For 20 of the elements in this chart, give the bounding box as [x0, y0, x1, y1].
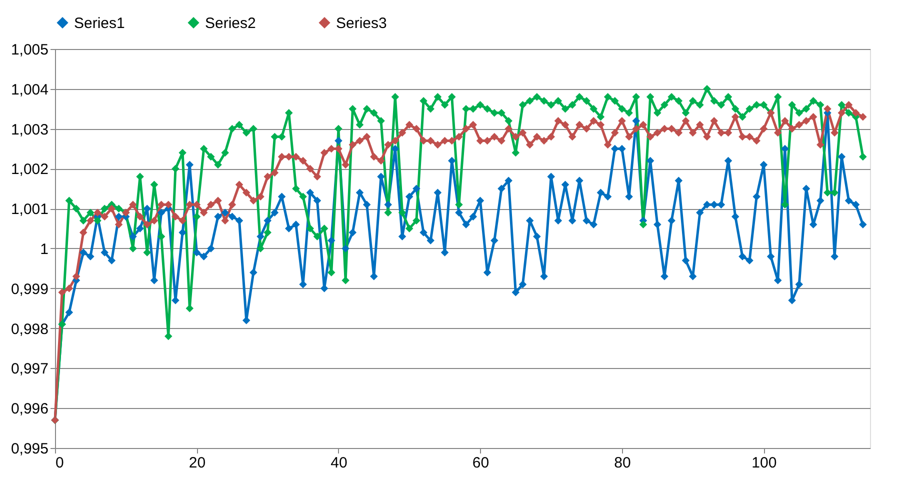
x-tick-label: 60	[472, 454, 490, 472]
x-tick-label: 40	[330, 454, 348, 472]
legend-label: Series1	[74, 14, 125, 32]
y-tick-label: 0,997	[10, 360, 48, 378]
y-tick-label: 1,005	[10, 42, 48, 58]
x-tick-label: 20	[188, 454, 206, 472]
y-tick-label: 0,998	[10, 320, 48, 338]
y-tick-label: 0,999	[10, 280, 48, 298]
y-tick-label: 1,003	[10, 121, 48, 138]
y-tick-label: 0,996	[10, 400, 48, 418]
legend-label: Series3	[336, 14, 387, 32]
y-tick-label: 1,001	[10, 201, 48, 218]
y-tick-label: 1,002	[10, 161, 48, 178]
y-tick-label: 1	[40, 241, 48, 258]
y-tick-label: 1,004	[10, 81, 48, 98]
y-tick-label: 0,995	[10, 440, 48, 458]
x-tick-label: 100	[752, 454, 777, 472]
x-tick-label: 0	[56, 454, 64, 472]
legend-label: Series2	[205, 14, 256, 32]
x-tick-label: 80	[614, 454, 631, 472]
